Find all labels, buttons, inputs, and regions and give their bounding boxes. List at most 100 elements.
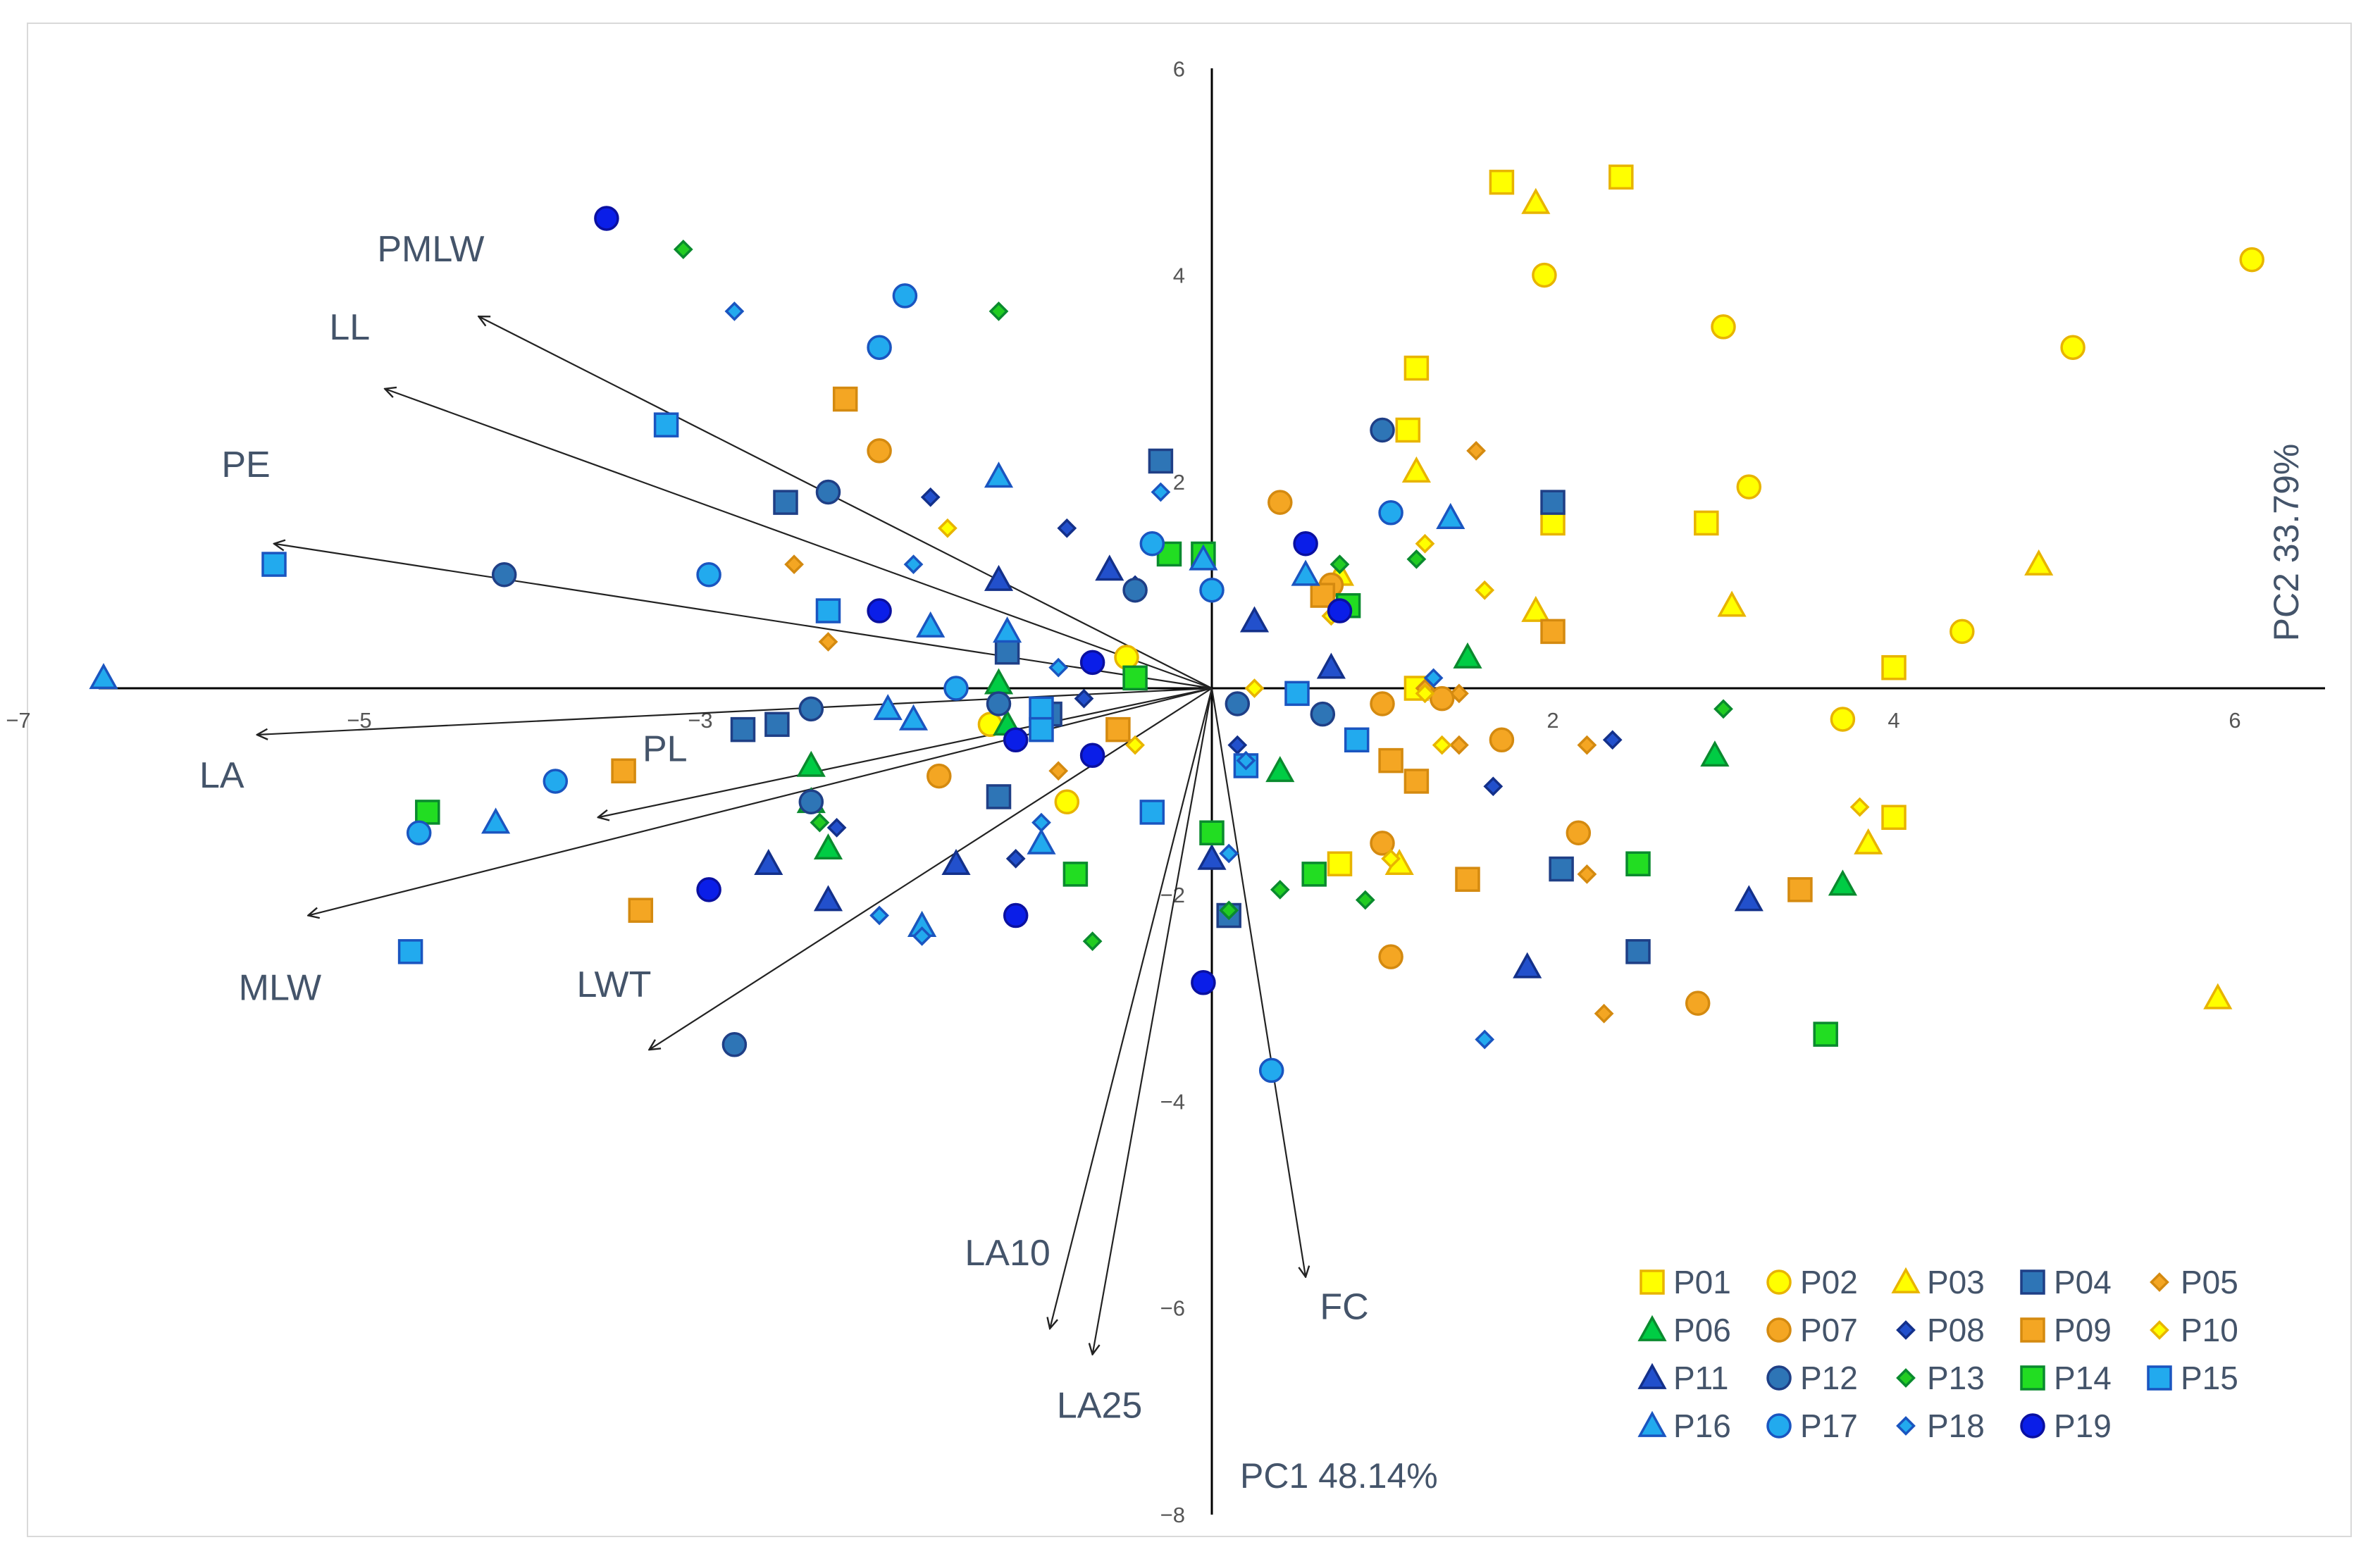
point-p16 <box>916 611 946 638</box>
point-p19 <box>1079 743 1105 769</box>
y-tick-label: 4 <box>1173 263 1185 288</box>
point-p10 <box>1475 580 1495 600</box>
legend-marker-p03 <box>1891 1267 1921 1293</box>
point-p09 <box>611 758 636 784</box>
point-p12 <box>986 691 1012 716</box>
point-p12 <box>798 696 824 722</box>
point-p09 <box>1540 619 1566 645</box>
legend-marker-p14 <box>2020 1365 2045 1391</box>
point-p03 <box>2024 549 2054 576</box>
point-p06 <box>1700 740 1730 767</box>
axes <box>99 68 2325 1515</box>
point-p17 <box>1139 531 1165 557</box>
x-axis-title: PC1 48.14% <box>1240 1456 1438 1496</box>
point-p13 <box>1713 699 1733 719</box>
point-p09 <box>1787 877 1813 902</box>
point-p15 <box>1344 727 1370 753</box>
point-p12 <box>815 479 841 505</box>
point-p14 <box>1062 862 1089 887</box>
loading-arrow-pe <box>274 544 1213 690</box>
point-p04 <box>1148 448 1174 474</box>
loading-arrow-fc <box>1210 688 1306 1277</box>
point-p01 <box>1395 417 1421 443</box>
point-p03 <box>2203 983 2233 1010</box>
legend-label-p13: P13 <box>1927 1360 1985 1396</box>
point-p01 <box>1881 654 1907 681</box>
point-p09 <box>1403 769 1430 794</box>
point-p14 <box>1122 665 1148 691</box>
point-p01 <box>1881 805 1907 830</box>
point-p11 <box>1316 652 1346 679</box>
loading-label-pl: PL <box>643 728 688 769</box>
point-p09 <box>628 897 654 923</box>
x-tick-label: 6 <box>2229 708 2240 733</box>
point-p12 <box>721 1032 748 1057</box>
legend-label-p06: P06 <box>1673 1312 1731 1348</box>
legend-marker-p17 <box>1766 1413 1792 1439</box>
point-p16 <box>898 704 929 731</box>
point-p10 <box>1381 849 1401 869</box>
point-p16 <box>993 616 1022 643</box>
point-p05 <box>1594 1003 1614 1024</box>
point-p10 <box>1244 678 1265 698</box>
legend-marker-p09 <box>2020 1317 2045 1343</box>
point-p07 <box>1489 727 1515 753</box>
point-p08 <box>1227 735 1248 755</box>
point-p15 <box>261 552 287 577</box>
legend-label-p09: P09 <box>2054 1312 2112 1348</box>
point-p02 <box>1830 707 1856 732</box>
point-p08 <box>826 818 847 838</box>
point-p18 <box>1475 1029 1495 1050</box>
legend-label-p18: P18 <box>1927 1408 1985 1444</box>
point-p01 <box>1327 851 1353 876</box>
point-p13 <box>810 812 830 833</box>
point-p01 <box>1694 510 1719 536</box>
point-p17 <box>867 335 892 360</box>
point-p19 <box>1191 970 1216 995</box>
point-p10 <box>1849 797 1870 817</box>
point-p13 <box>1330 554 1350 574</box>
legend-label-p04: P04 <box>2054 1264 2112 1300</box>
point-p02 <box>1736 474 1762 499</box>
loading-label-pe: PE <box>221 445 270 485</box>
point-p02 <box>1711 314 1736 340</box>
legend-marker-p07 <box>1766 1317 1792 1343</box>
point-p13 <box>1082 931 1103 952</box>
point-p06 <box>1265 756 1295 783</box>
legend-label-p07: P07 <box>1800 1312 1858 1348</box>
point-p13 <box>673 240 693 259</box>
point-p10 <box>938 518 957 538</box>
point-p08 <box>1602 730 1623 750</box>
point-p18 <box>1423 668 1444 688</box>
loading-label-la: LA <box>199 755 244 796</box>
point-p15 <box>1029 716 1054 743</box>
y-tick-label: −8 <box>1160 1503 1185 1527</box>
legend-label-p11: P11 <box>1673 1360 1728 1396</box>
point-p02 <box>1950 619 1975 645</box>
point-p13 <box>1219 900 1239 921</box>
x-tick-label: 2 <box>1547 708 1558 733</box>
point-p10 <box>1415 533 1435 554</box>
legend-label-p19: P19 <box>2054 1408 2112 1444</box>
loading-label-fc: FC <box>1320 1287 1368 1328</box>
point-p14 <box>1199 820 1225 845</box>
legend: P01 P02 P03 P04 P05 P06 P07 P08 P09 P10 P11 P12 P13 P… <box>1637 1264 2238 1444</box>
point-p07 <box>1566 820 1592 845</box>
legend-marker-p01 <box>1640 1269 1665 1295</box>
tick-labels: −7−5−3−1246642−2−4−6−8 <box>6 56 2240 1527</box>
point-p14 <box>1625 851 1651 876</box>
point-p07 <box>926 763 952 789</box>
point-p11 <box>754 849 783 876</box>
point-p10 <box>1125 735 1145 755</box>
point-p08 <box>1057 518 1077 538</box>
point-p16 <box>1027 828 1056 855</box>
point-p07 <box>867 438 892 464</box>
loading-arrow-pmlw <box>478 316 1213 689</box>
point-p07 <box>1370 691 1395 716</box>
legend-label-p08: P08 <box>1927 1312 1985 1348</box>
point-p04 <box>986 784 1012 809</box>
legend-label-p01: P01 <box>1673 1264 1731 1300</box>
point-p09 <box>1455 867 1480 892</box>
